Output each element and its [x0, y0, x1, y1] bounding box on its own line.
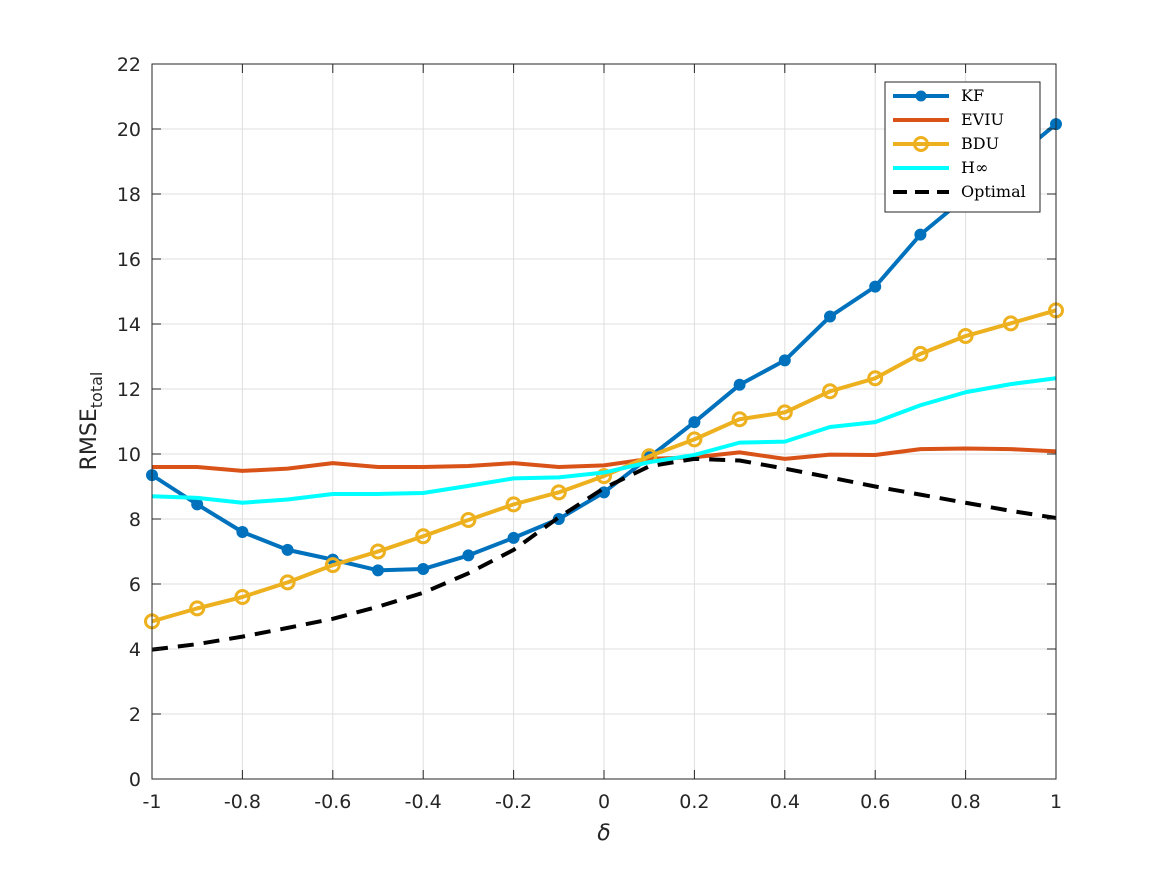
x-axis-label: δ — [597, 821, 610, 846]
y-tick-label: 22 — [117, 54, 141, 76]
data-point — [281, 543, 294, 556]
series-layer — [144, 118, 1064, 652]
legend-item: Optimal — [893, 182, 1026, 201]
data-point — [234, 589, 251, 605]
y-tick-label: 16 — [117, 249, 141, 271]
data-point — [550, 484, 567, 501]
x-tick-label: 0.2 — [679, 791, 709, 813]
y-tick-label: 8 — [129, 509, 141, 531]
y-tick-label: 6 — [129, 574, 141, 596]
data-point — [733, 378, 746, 391]
legend-marker — [913, 136, 929, 152]
axes — [151, 63, 1057, 780]
legend-marker — [915, 90, 927, 102]
x-tick-label: 0.8 — [950, 791, 980, 813]
data-point — [462, 549, 475, 562]
data-point — [505, 496, 522, 513]
x-tick-label: 0.4 — [770, 791, 800, 813]
data-point — [417, 563, 430, 576]
data-point — [869, 280, 882, 293]
x-tick-label: -1 — [143, 791, 162, 813]
x-tick-label: 1 — [1050, 791, 1062, 813]
data-point — [688, 416, 701, 429]
data-point — [279, 574, 296, 591]
legend-label: EVIU — [961, 110, 1004, 129]
series-line — [151, 376, 1057, 505]
data-point — [1002, 315, 1019, 332]
legend-label: BDU — [961, 134, 999, 153]
y-tick-label: 18 — [117, 184, 141, 206]
x-tick-label: -0.4 — [405, 791, 442, 813]
data-point — [191, 498, 204, 511]
y-tick-label: 14 — [117, 314, 141, 336]
series-2 — [144, 302, 1064, 630]
data-point — [370, 543, 386, 560]
series-line — [151, 308, 1057, 624]
data-point — [236, 526, 249, 538]
legend-item: KF — [893, 86, 984, 105]
legend-box — [884, 81, 1041, 213]
y-tick-label: 4 — [129, 639, 141, 661]
legend-label: KF — [961, 86, 984, 105]
x-tick-label: 0 — [598, 791, 610, 813]
data-point — [415, 528, 432, 545]
legend-label: H∞ — [961, 158, 988, 177]
legend-label: Optimal — [961, 182, 1026, 201]
data-point — [912, 345, 929, 362]
y-tick-label: 2 — [129, 704, 141, 726]
series-line — [152, 446, 1057, 473]
tick-labels: -1 -0.8 -0.6 -0.4 -0.2 0 0.2 0.4 0.6 0.8 102468101… — [117, 54, 1062, 813]
legend: KF EVIU BDU H∞ Optimal — [884, 81, 1041, 213]
data-point — [324, 557, 341, 574]
data-point — [822, 383, 838, 400]
data-point — [731, 411, 748, 428]
y-axis-label: RMSEtotal — [77, 372, 106, 471]
x-tick-label: -0.2 — [495, 791, 532, 813]
data-point — [460, 511, 477, 528]
y-axis-label-sub: total — [87, 372, 106, 409]
data-point — [372, 564, 384, 577]
y-tick-label: 20 — [117, 119, 141, 141]
data-point — [686, 431, 703, 448]
legend-item: BDU — [893, 134, 999, 153]
data-point — [596, 468, 612, 485]
series-1 — [152, 446, 1057, 473]
data-point — [867, 370, 884, 387]
data-point — [189, 600, 206, 617]
legend-item: EVIU — [893, 110, 1004, 129]
data-point — [957, 328, 974, 345]
y-tick-label: 0 — [129, 769, 141, 791]
legend-item: H∞ — [893, 158, 988, 177]
data-point — [507, 531, 520, 544]
series-3 — [151, 376, 1057, 505]
data-point — [776, 404, 793, 421]
y-tick-label: 10 — [117, 444, 141, 466]
x-tick-label: -0.8 — [224, 791, 261, 813]
x-tick-label: 0.6 — [860, 791, 890, 813]
data-point — [778, 354, 791, 367]
data-point — [824, 310, 836, 323]
x-tick-label: -0.6 — [314, 791, 351, 813]
y-tick-label: 12 — [117, 379, 141, 401]
y-axis-label-main: RMSE — [77, 408, 102, 470]
data-point — [914, 228, 927, 241]
